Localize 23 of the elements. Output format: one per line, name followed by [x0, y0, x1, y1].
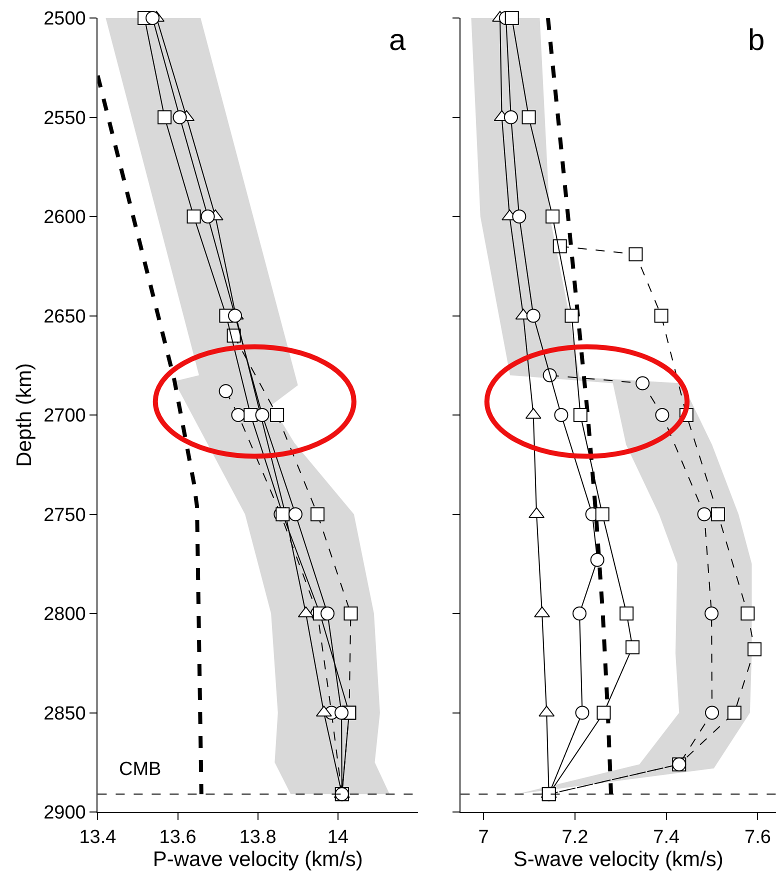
chart-title: a: [389, 24, 406, 57]
ref-line-label: CMB: [119, 759, 162, 780]
x-tick-label: 7.6: [744, 826, 771, 848]
x-axis-title: S-wave velocity (km/s): [513, 848, 724, 871]
y-tick-label: 2750: [44, 504, 86, 526]
x-tick-label: 13.4: [79, 826, 117, 848]
y-tick-label: 2550: [44, 108, 86, 129]
y-tick-label: 2500: [44, 8, 86, 30]
x-tick-label: 14: [327, 826, 349, 848]
y-tick-label: 2650: [44, 306, 86, 328]
y-tick-label: 2600: [44, 207, 86, 228]
y-tick-label: 2700: [44, 406, 86, 427]
y-tick-label: 2850: [44, 703, 86, 724]
x-tick-label: 13.8: [239, 826, 276, 848]
x-tick-label: 7.2: [562, 826, 588, 848]
x-tick-label: 7: [478, 826, 489, 848]
y-axis-title: Depth (km): [12, 363, 36, 467]
x-axis-title: P-wave velocity (km/s): [152, 848, 363, 871]
x-tick-label: 13.6: [159, 826, 196, 848]
y-tick-label: 2800: [44, 604, 86, 626]
chart-title: b: [748, 24, 765, 57]
y-tick-label: 2900: [44, 802, 86, 824]
x-tick-label: 7.4: [653, 826, 680, 848]
